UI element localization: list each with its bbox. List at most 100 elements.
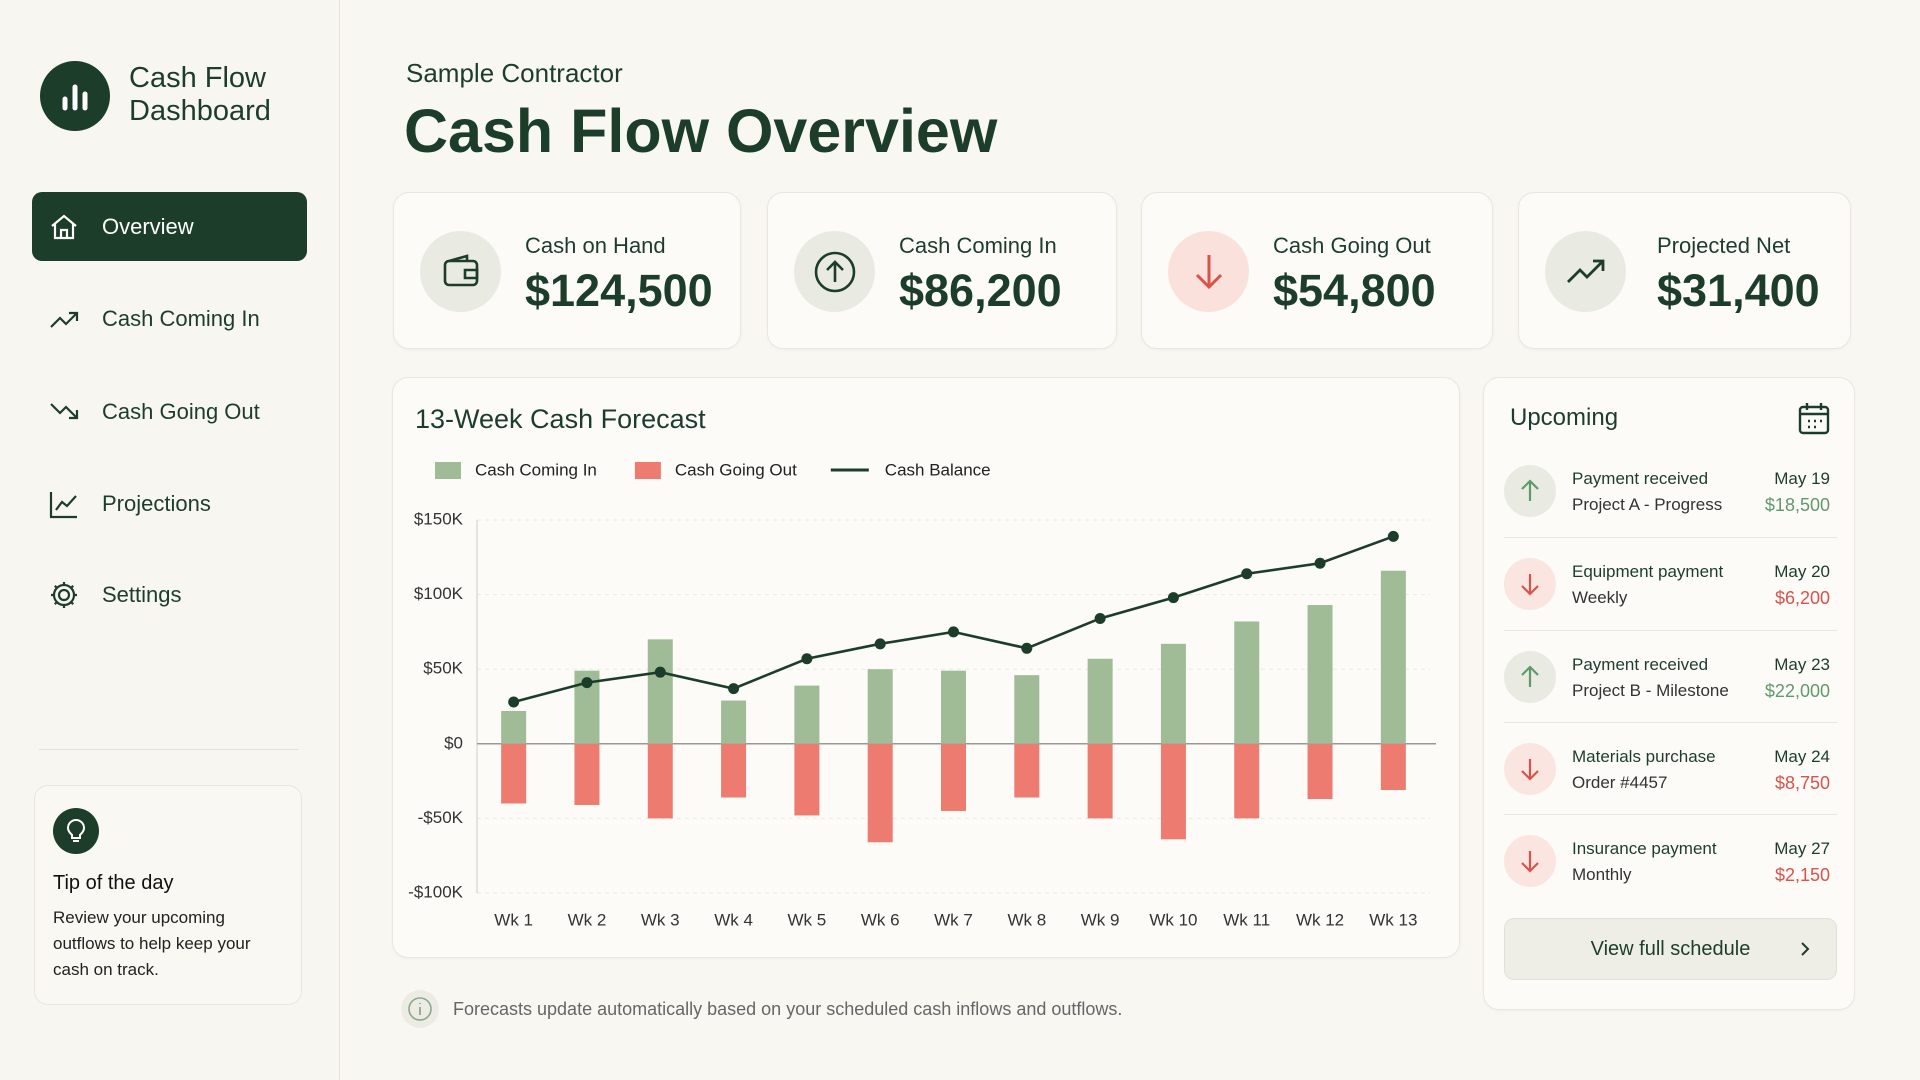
kpi-card: Cash Going Out $54,800	[1141, 192, 1493, 349]
upcoming-item[interactable]: Payment received Project A - Progress May …	[1504, 445, 1837, 537]
item-detail: Project A - Progress	[1572, 495, 1723, 514]
tip-card: Tip of the day Review your upcoming outf…	[34, 785, 302, 1005]
point	[654, 666, 666, 678]
bar	[1234, 743, 1260, 819]
bar	[1160, 643, 1186, 744]
kpi-label: Cash Going Out	[1273, 233, 1431, 258]
out-icon	[1504, 558, 1556, 610]
tip-title: Tip of the day	[53, 872, 174, 894]
upcoming-title: Upcoming	[1510, 404, 1619, 431]
point	[1387, 530, 1399, 542]
nav-label: Overview	[102, 213, 194, 239]
sidebar: Cash Flow Dashboard Overview Cash Coming …	[0, 0, 340, 1080]
nav-item[interactable]: Projections	[32, 469, 307, 538]
bar	[1380, 570, 1406, 744]
item-title: Equipment payment	[1572, 562, 1724, 581]
brand: Cash Flow Dashboard	[129, 62, 271, 128]
kpi-icon	[420, 231, 501, 312]
upcoming-item[interactable]: Insurance payment Monthly May 27 $2,150	[1504, 815, 1837, 907]
y-tick-label: -$50K	[418, 808, 464, 827]
separator	[1504, 722, 1837, 723]
item-detail: Order #4457	[1572, 773, 1668, 792]
button-label: View full schedule	[1590, 937, 1751, 960]
point	[728, 683, 740, 695]
point	[874, 638, 886, 650]
x-tick-label: Wk 2	[568, 910, 607, 929]
upcoming-card: Upcoming Payment received Project A - Pro…	[1483, 377, 1855, 1010]
footer-note: Forecasts update automatically based on …	[453, 999, 1123, 1019]
brand-line: Cash Flow	[129, 62, 266, 94]
item-amount: $8,750	[1774, 773, 1830, 793]
point	[801, 653, 813, 665]
legend-swatch	[634, 462, 661, 479]
item-detail: Project B - Milestone	[1572, 681, 1729, 700]
point	[1167, 592, 1179, 604]
bar	[1087, 658, 1113, 744]
upcoming-item[interactable]: Materials purchase Order #4457 May 24 $8,75…	[1504, 723, 1837, 815]
x-tick-label: Wk 5	[788, 910, 827, 929]
x-tick-label: Wk 7	[934, 910, 973, 929]
x-tick-label: Wk 8	[1007, 910, 1046, 929]
bar	[1087, 743, 1113, 819]
bar	[574, 743, 600, 805]
point	[1241, 568, 1253, 580]
chart: 13-Week Cash Forecast -$100K -$50K $0 $50K $…	[408, 404, 1436, 929]
bar	[794, 743, 820, 816]
y-tick-label: $100K	[414, 584, 464, 603]
kpi-icon	[1545, 231, 1626, 312]
item-amount: $22,000	[1764, 681, 1830, 701]
nav-item[interactable]: Cash Coming In	[32, 284, 307, 353]
logo-icon	[62, 84, 88, 111]
x-tick-label: Wk 6	[861, 910, 900, 929]
kpi-value: $31,400	[1657, 265, 1820, 316]
x-tick-label: Wk 3	[641, 910, 680, 929]
bar	[501, 710, 527, 744]
nav-item[interactable]: Settings	[32, 560, 307, 629]
x-tick-label: Wk 13	[1369, 910, 1417, 929]
tip-icon	[53, 808, 99, 854]
calendar-icon[interactable]	[1796, 400, 1832, 436]
separator	[1504, 630, 1837, 631]
item-detail: Weekly	[1572, 588, 1628, 607]
bar	[721, 743, 747, 798]
item-title: Materials purchase	[1572, 747, 1716, 766]
bar	[867, 669, 893, 744]
item-date: May 23	[1774, 655, 1830, 674]
in-icon	[1504, 465, 1556, 517]
divider	[39, 749, 299, 750]
nav-label: Cash Coming In	[102, 305, 260, 331]
bar	[647, 743, 673, 819]
nav-item[interactable]: Cash Going Out	[32, 377, 307, 446]
bar	[1014, 743, 1040, 798]
nav-label: Cash Going Out	[102, 398, 260, 424]
point	[581, 677, 593, 689]
point	[1314, 557, 1326, 569]
bar	[941, 743, 966, 811]
point	[1021, 642, 1033, 654]
subtitle: Sample Contractor	[406, 58, 623, 88]
nav-label: Projections	[102, 490, 211, 516]
separator	[1504, 537, 1837, 538]
kpi-label: Projected Net	[1657, 233, 1791, 258]
schedule-button[interactable]: View full schedule	[1504, 918, 1837, 980]
kpi-icon	[794, 231, 875, 312]
logo	[40, 61, 110, 131]
kpi-card: Cash Coming In $86,200	[767, 192, 1117, 349]
item-title: Payment received	[1572, 469, 1709, 488]
nav-item[interactable]: Overview	[32, 192, 307, 261]
item-date: May 20	[1774, 562, 1830, 581]
item-amount: $18,500	[1764, 495, 1830, 515]
page-title: Cash Flow Overview	[404, 97, 998, 165]
upcoming-item[interactable]: Equipment payment Weekly May 20 $6,200	[1504, 538, 1837, 630]
x-tick-label: Wk 11	[1223, 910, 1270, 929]
upcoming-item[interactable]: Payment received Project B - Milestone May…	[1504, 631, 1837, 723]
item-amount: $2,150	[1774, 865, 1830, 885]
legend-label: Cash Coming In	[475, 460, 597, 479]
nav-label: Settings	[102, 581, 182, 607]
kpi-card: Cash on Hand $124,500	[393, 192, 741, 349]
tip-text: Review your upcoming outflows to help ke…	[53, 908, 251, 979]
legend-swatch	[435, 462, 461, 479]
x-tick-label: Wk 1	[494, 910, 533, 929]
kpi-value: $54,800	[1273, 265, 1436, 316]
